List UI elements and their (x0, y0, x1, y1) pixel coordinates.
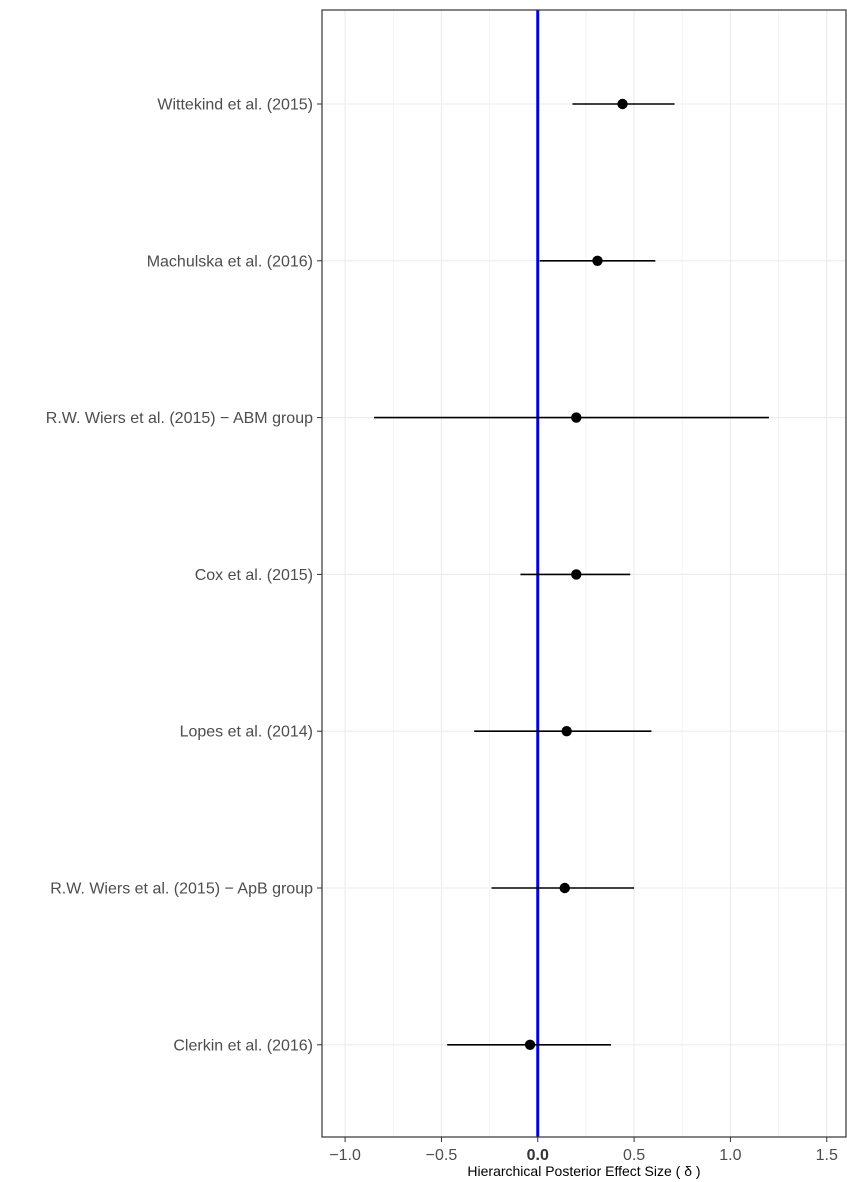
x-axis-title: Hierarchical Posterior Effect Size ( δ ) (467, 1163, 700, 1179)
y-tick-label: R.W. Wiers et al. (2015) − ApB group (50, 881, 313, 898)
x-tick-label: −1.0 (329, 1147, 361, 1164)
x-tick-label: 1.5 (816, 1147, 838, 1164)
x-tick-label: 0.0 (527, 1147, 549, 1164)
study-intervals (374, 98, 769, 1051)
x-tick-label: −0.5 (426, 1147, 458, 1164)
x-tick-label: 1.0 (719, 1147, 741, 1164)
y-tick-label: Clerkin et al. (2016) (173, 1037, 313, 1054)
point-estimate (592, 255, 603, 266)
point-estimate (617, 98, 628, 110)
point-estimate (559, 882, 570, 894)
point-estimate (571, 569, 582, 580)
y-tick-label: R.W. Wiers et al. (2015) − ABM group (46, 410, 313, 427)
y-tick-label: Wittekind et al. (2015) (157, 97, 313, 114)
panel-border (321, 9, 847, 1138)
y-tick-label: Machulska et al. (2016) (147, 253, 313, 270)
point-estimate (561, 726, 572, 737)
y-tick-label: Lopes et al. (2014) (180, 724, 313, 741)
point-estimate (524, 1039, 536, 1051)
y-tick-label: Cox et al. (2015) (195, 567, 313, 584)
minor-gridlines (392, 10, 779, 1137)
point-estimate (571, 412, 582, 423)
x-tick-label: 0.5 (623, 1147, 645, 1164)
y-axis: Wittekind et al. (2015) Machulska et al. … (46, 97, 322, 1054)
x-axis: −1.0 −0.5 0.0 0.5 1.0 1.5 (329, 1137, 838, 1164)
